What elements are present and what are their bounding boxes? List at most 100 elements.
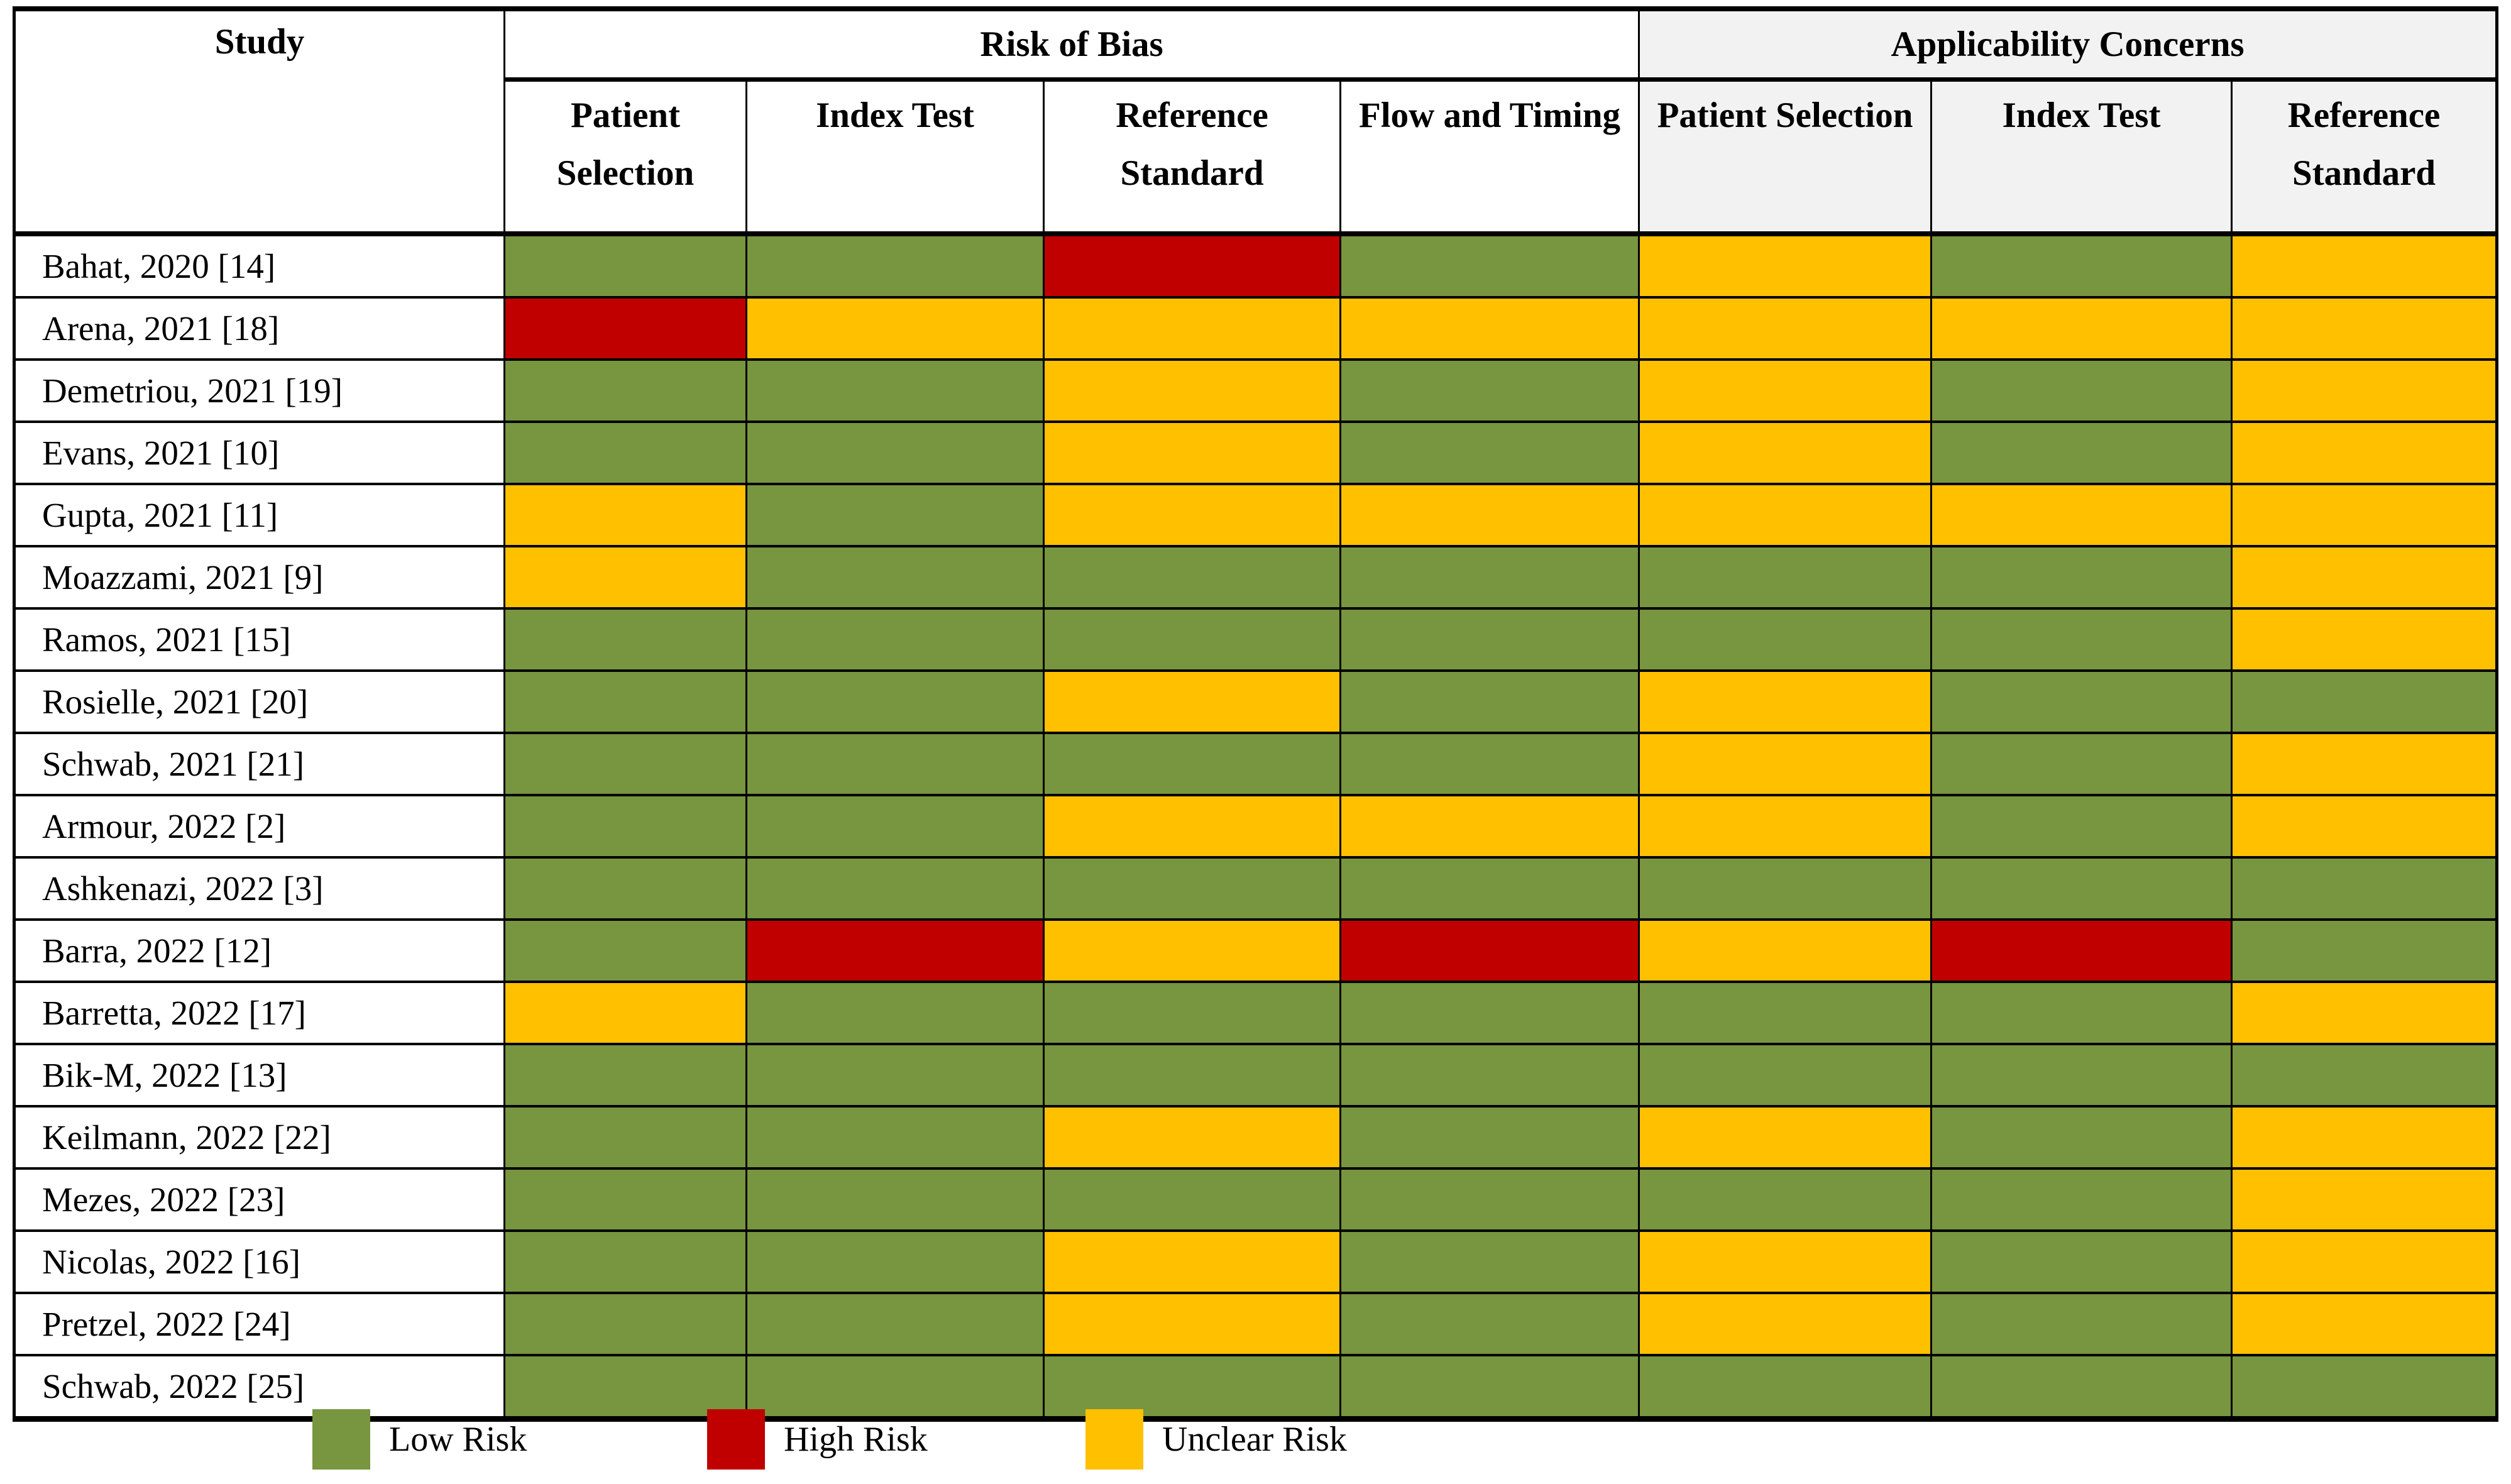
table-row: Schwab, 2022 [25]	[13, 1354, 2498, 1421]
rating-cell	[1930, 669, 2233, 734]
rating-cell	[1930, 483, 2233, 547]
rating-cell	[1043, 296, 1341, 361]
rating-cell	[1638, 358, 1933, 423]
legend: Low Risk High Risk Unclear Risk	[0, 1408, 2511, 1477]
rating-cell	[1930, 420, 2233, 485]
rating-cell	[1339, 794, 1640, 859]
rating-cell	[1930, 732, 2233, 796]
rating-cell	[1930, 607, 2233, 672]
rating-cell	[1043, 981, 1341, 1045]
rating-cell	[1339, 483, 1640, 547]
rating-cell	[503, 1043, 747, 1108]
rating-cell	[1043, 856, 1341, 921]
rating-cell	[745, 1105, 1045, 1170]
table-row: Ashkenazi, 2022 [3]	[13, 856, 2498, 921]
rating-cell	[1339, 420, 1640, 485]
column-header-ac-reference-standard: Reference Standard	[2231, 79, 2498, 236]
study-name: Gupta, 2021 [11]	[13, 483, 505, 547]
rating-cell	[1043, 1043, 1341, 1108]
rating-cell	[1043, 1292, 1341, 1356]
rating-cell	[2231, 483, 2498, 547]
study-name: Schwab, 2021 [21]	[13, 732, 505, 796]
rating-cell	[745, 233, 1045, 299]
legend-label-low-risk: Low Risk	[389, 1420, 527, 1459]
table-row: Barra, 2022 [12]	[13, 918, 2498, 983]
table-row: Ramos, 2021 [15]	[13, 607, 2498, 672]
rating-cell	[2231, 856, 2498, 921]
rating-cell	[1930, 794, 2233, 859]
rating-cell	[1930, 545, 2233, 610]
rating-cell	[503, 1354, 747, 1421]
rating-cell	[503, 1167, 747, 1232]
rating-cell	[2231, 545, 2498, 610]
study-name: Keilmann, 2022 [22]	[13, 1105, 505, 1170]
rating-cell	[503, 856, 747, 921]
rating-cell	[2231, 358, 2498, 423]
rating-cell	[1043, 918, 1341, 983]
rating-cell	[745, 358, 1045, 423]
rating-cell	[503, 1105, 747, 1170]
rating-cell	[2231, 1354, 2498, 1421]
rating-cell	[1930, 981, 2233, 1045]
column-header-rob-reference-standard: Reference Standard	[1043, 79, 1341, 236]
column-header-rob-index-test: Index Test	[745, 79, 1045, 236]
rating-cell	[503, 607, 747, 672]
rating-cell	[2231, 233, 2498, 299]
table-row: Arena, 2021 [18]	[13, 296, 2498, 361]
group-header-applicability-concerns: Applicability Concerns	[1638, 8, 2498, 82]
rating-cell	[745, 732, 1045, 796]
rating-cell	[503, 669, 747, 734]
rating-cell	[503, 420, 747, 485]
study-name: Bik-M, 2022 [13]	[13, 1043, 505, 1108]
rating-cell	[2231, 1105, 2498, 1170]
rating-cell	[503, 918, 747, 983]
column-header-study: Study	[13, 8, 505, 236]
rating-cell	[2231, 1167, 2498, 1232]
study-name: Pretzel, 2022 [24]	[13, 1292, 505, 1356]
rating-cell	[1638, 1043, 1933, 1108]
table-row: Rosielle, 2021 [20]	[13, 669, 2498, 734]
rating-cell	[2231, 1043, 2498, 1108]
rating-cell	[1043, 1105, 1341, 1170]
rating-cell	[2231, 1229, 2498, 1294]
rating-cell	[1339, 607, 1640, 672]
rating-cell	[1339, 1043, 1640, 1108]
rating-cell	[2231, 794, 2498, 859]
study-name: Demetriou, 2021 [19]	[13, 358, 505, 423]
rating-cell	[1043, 1167, 1341, 1232]
rating-cell	[1339, 1229, 1640, 1294]
table-row: Moazzami, 2021 [9]	[13, 545, 2498, 610]
rating-cell	[503, 732, 747, 796]
rating-cell	[2231, 296, 2498, 361]
rating-cell	[1930, 1354, 2233, 1421]
study-name: Armour, 2022 [2]	[13, 794, 505, 859]
table-row: Bahat, 2020 [14]	[13, 233, 2498, 299]
rating-cell	[1043, 358, 1341, 423]
rating-cell	[1043, 794, 1341, 859]
quadas2-summary-table: Study Risk of Bias Applicability Concern…	[13, 6, 2499, 1422]
rating-cell	[503, 981, 747, 1045]
rating-cell	[1638, 1229, 1933, 1294]
rating-cell	[1930, 918, 2233, 983]
table-row: Schwab, 2021 [21]	[13, 732, 2498, 796]
rating-cell	[1930, 1229, 2233, 1294]
rating-cell	[1930, 856, 2233, 921]
rating-cell	[1638, 607, 1933, 672]
study-name: Ramos, 2021 [15]	[13, 607, 505, 672]
rating-cell	[1638, 1105, 1933, 1170]
rating-cell	[1339, 918, 1640, 983]
legend-item-low-risk: Low Risk	[312, 1408, 527, 1471]
rating-cell	[1638, 918, 1933, 983]
study-name: Schwab, 2022 [25]	[13, 1354, 505, 1421]
rating-cell	[503, 296, 747, 361]
table-row: Nicolas, 2022 [16]	[13, 1229, 2498, 1294]
rating-cell	[1043, 1229, 1341, 1294]
rating-cell	[745, 1043, 1045, 1108]
rating-cell	[1043, 1354, 1341, 1421]
rating-cell	[503, 545, 747, 610]
rating-cell	[1339, 1354, 1640, 1421]
rating-cell	[1339, 981, 1640, 1045]
rating-cell	[1930, 296, 2233, 361]
rating-cell	[2231, 981, 2498, 1045]
rating-cell	[2231, 420, 2498, 485]
